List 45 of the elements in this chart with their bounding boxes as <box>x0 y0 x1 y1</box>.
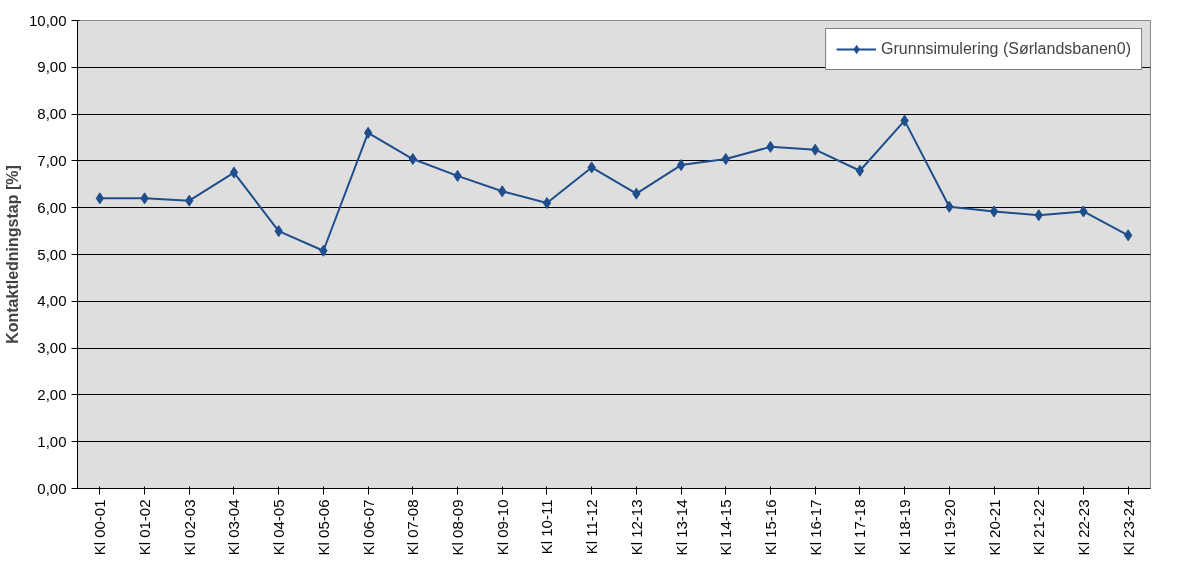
point <box>229 166 239 179</box>
x-tick-label: Kl 07-08 <box>404 499 422 556</box>
y-axis-title: Kontaktledningstap [%] <box>3 165 21 344</box>
point <box>676 159 686 172</box>
x-tick-label: Kl 20-21 <box>985 499 1003 556</box>
x-tick-label: Kl 11-12 <box>583 499 601 555</box>
y-tick-label: 2,00 <box>37 385 67 403</box>
x-tick-label: Kl 12-13 <box>627 499 645 556</box>
point <box>542 197 552 210</box>
x-tick-label: Kl 15-16 <box>761 499 779 556</box>
x-tick-label: Kl 00-01 <box>91 499 109 556</box>
x-tick-label: Kl 02-03 <box>180 499 198 556</box>
legend-label: Grunnsimulering (Sørlandsbanen0) <box>881 40 1131 58</box>
x-tick-label: Kl 16-17 <box>806 499 824 556</box>
x-tick-label: Kl 14-15 <box>717 499 735 556</box>
point <box>989 205 999 218</box>
x-tick-label: Kl 03-04 <box>225 499 243 556</box>
x-tick-label: Kl 21-22 <box>1030 499 1048 556</box>
point <box>363 126 373 139</box>
y-tick-label: 10,00 <box>28 11 67 29</box>
y-tick-label: 5,00 <box>37 245 67 263</box>
y-tick-label: 4,00 <box>37 292 67 310</box>
x-tick-label: Kl 10-11 <box>538 499 556 555</box>
x-tick-label: Kl 19-20 <box>940 499 958 556</box>
x-tick-label: Kl 13-14 <box>672 499 690 556</box>
y-tick-label: 6,00 <box>37 198 67 216</box>
x-tick-label: Kl 05-06 <box>314 499 332 556</box>
x-tick-label: Kl 09-10 <box>493 499 511 556</box>
point <box>95 192 105 205</box>
point <box>855 164 865 177</box>
x-tick-label: Kl 22-23 <box>1074 499 1092 556</box>
x-tick-label: Kl 17-18 <box>851 499 869 556</box>
y-tick-label: 3,00 <box>37 339 67 357</box>
x-tick-label: Kl 08-09 <box>449 499 467 556</box>
y-tick-label: 0,00 <box>37 479 67 497</box>
x-tick-label: Kl 23-24 <box>1119 499 1137 556</box>
y-tick-label: 8,00 <box>37 105 67 123</box>
x-tick-label: Kl 01-02 <box>136 499 154 556</box>
y-tick-label: 1,00 <box>37 432 67 450</box>
x-tick-label: Kl 06-07 <box>359 499 377 556</box>
x-tick-label: Kl 04-05 <box>270 499 288 556</box>
y-tick-label: 7,00 <box>37 151 67 169</box>
x-tick-label: Kl 18-19 <box>896 499 914 556</box>
y-tick-label: 9,00 <box>37 58 67 76</box>
point <box>1123 229 1133 242</box>
